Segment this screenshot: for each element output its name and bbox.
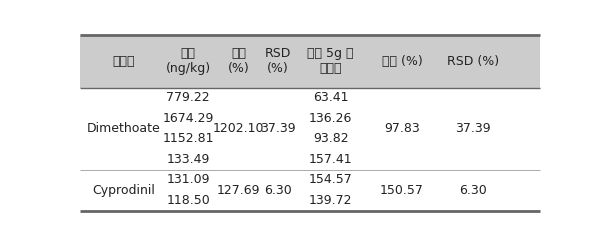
Text: 131.09: 131.09 [166,173,210,186]
Text: 133.49: 133.49 [166,153,210,166]
Text: 물질명: 물질명 [113,55,135,68]
Text: Cyprodinil: Cyprodinil [93,184,155,196]
Text: 63.41: 63.41 [313,91,348,104]
Text: 93.82: 93.82 [313,132,348,145]
Text: RSD (%): RSD (%) [447,55,499,68]
Text: 139.72: 139.72 [309,194,353,207]
Text: 검체 5g 내
추정치: 검체 5g 내 추정치 [307,47,354,75]
Text: 37.39: 37.39 [456,122,491,135]
Bar [80,35,540,88]
Text: 평균
(%): 평균 (%) [228,47,250,75]
Text: 6.30: 6.30 [459,184,487,196]
Text: 154.57: 154.57 [309,173,353,186]
Text: RSD
(%): RSD (%) [265,47,291,75]
Text: 97.83: 97.83 [384,122,420,135]
Text: 1152.81: 1152.81 [163,132,214,145]
Text: 157.41: 157.41 [309,153,353,166]
Text: 150.57: 150.57 [380,184,424,196]
Text: 평균 (%): 평균 (%) [382,55,422,68]
Text: 농도
(ng/kg): 농도 (ng/kg) [166,47,211,75]
Text: 127.69: 127.69 [217,184,261,196]
Text: 136.26: 136.26 [309,112,353,125]
Text: 1674.29: 1674.29 [163,112,214,125]
Text: 6.30: 6.30 [264,184,292,196]
Text: 779.22: 779.22 [166,91,210,104]
Text: Dimethoate: Dimethoate [87,122,161,135]
Text: 37.39: 37.39 [260,122,296,135]
Bar [80,88,540,210]
Text: 1202.10: 1202.10 [213,122,264,135]
Text: 118.50: 118.50 [166,194,210,207]
